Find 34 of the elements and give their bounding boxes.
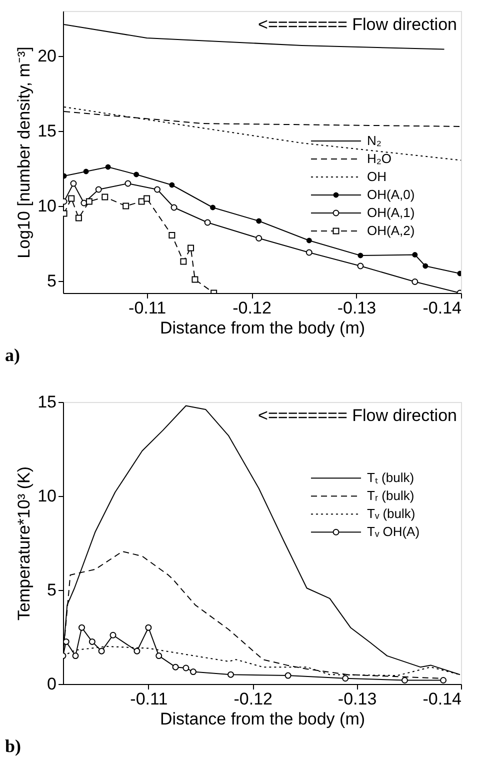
legend-label: OH	[367, 169, 386, 184]
y-tick-label: 20	[38, 46, 56, 66]
x-tick-label: -0.12	[232, 298, 272, 318]
legend-label: Tₜ (bulk)	[367, 470, 414, 486]
annotation: <======== Flow direction	[258, 406, 457, 425]
x-tick-label: -0.11	[130, 690, 168, 708]
y-tick-label: 15	[38, 122, 56, 140]
x-tick-label: -0.13	[338, 690, 377, 708]
text: a)	[5, 345, 20, 365]
x-tick-label: -0.14	[422, 298, 462, 318]
legend-label: Tᵣ (bulk)	[367, 488, 414, 504]
y-tick-label: 0	[47, 674, 56, 694]
legend-label: OH(A,2)	[367, 223, 415, 238]
y-tick-label: 5	[47, 272, 56, 290]
legend-label: OH(A,0)	[367, 187, 415, 202]
legend-label: Tᵥ (bulk)	[367, 506, 416, 522]
y-tick-label: 10	[38, 486, 56, 506]
y-axis-title: Temperature*10³ (K)	[14, 466, 34, 621]
x-tick-label: -0.11	[128, 298, 166, 318]
legend-label: N₂	[367, 133, 382, 148]
x-axis-title: Distance from the body (m)	[160, 710, 366, 728]
x-tick-label: -0.12	[234, 690, 272, 708]
text: b)	[5, 736, 22, 756]
x-tick-label: -0.13	[337, 298, 376, 318]
legend-label: Tᵥ OH(A)	[367, 524, 420, 540]
legend-label: H₂O	[367, 151, 392, 166]
y-tick-label: 15	[38, 392, 56, 412]
y-tick-label: 10	[38, 196, 56, 216]
x-axis-title: Distance from the body (m)	[160, 318, 366, 338]
annotation: <======== Flow direction	[258, 15, 457, 34]
y-axis-title: Log10 [number density, m⁻³]	[14, 46, 34, 258]
y-tick-label: 5	[47, 580, 56, 600]
legend-label: OH(A,1)	[367, 205, 415, 220]
x-tick-label: -0.14	[422, 690, 462, 708]
